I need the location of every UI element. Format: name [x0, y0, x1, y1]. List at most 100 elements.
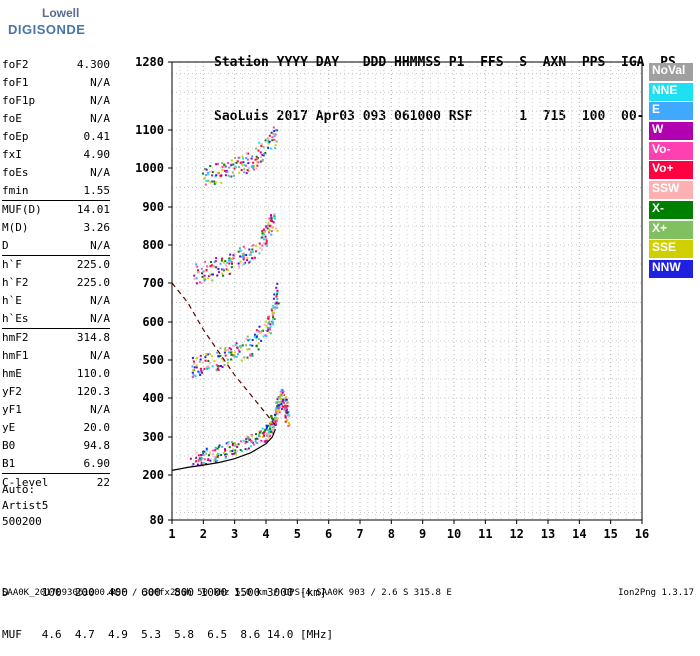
echo-point	[252, 443, 255, 446]
echo-point	[199, 373, 202, 376]
echo-point	[268, 134, 271, 137]
echo-point	[241, 163, 244, 166]
echo-point	[248, 253, 251, 256]
echo-point	[246, 437, 249, 440]
echo-point	[195, 277, 198, 280]
echo-point	[218, 444, 221, 447]
echo-point	[260, 431, 263, 434]
echo-point	[202, 454, 205, 457]
echo-point	[221, 168, 224, 171]
echo-point	[253, 256, 256, 259]
echo-point	[272, 320, 275, 323]
echo-point	[277, 302, 280, 305]
echo-point	[201, 275, 204, 278]
echo-point	[275, 419, 278, 422]
echo-point	[239, 255, 242, 258]
echo-point	[270, 131, 273, 134]
echo-point	[238, 171, 241, 174]
echo-point	[273, 317, 276, 320]
echo-point	[235, 355, 238, 358]
echo-point	[246, 356, 249, 359]
echo-point	[209, 181, 212, 184]
echo-point	[201, 361, 204, 364]
echo-point	[200, 457, 203, 460]
echo-point	[261, 159, 264, 162]
param-value: N/A	[90, 312, 110, 325]
echo-point	[251, 257, 254, 260]
echo-point	[237, 443, 240, 446]
echo-point	[213, 265, 216, 268]
echo-point	[269, 325, 272, 328]
echo-point	[205, 179, 208, 182]
echo-point	[273, 130, 276, 133]
param-label: foE	[2, 112, 22, 125]
echo-point	[274, 423, 277, 426]
echo-point	[226, 361, 229, 364]
echo-point	[251, 344, 254, 347]
param-row: yF1 N/A	[2, 401, 110, 419]
echo-point	[228, 259, 231, 262]
x-tick-label: 1	[168, 527, 175, 541]
echo-point	[247, 447, 250, 450]
echo-point	[255, 244, 258, 247]
param-value: 225.0	[76, 258, 110, 271]
echo-point	[267, 140, 270, 143]
echo-point	[281, 391, 284, 394]
echo-point	[236, 353, 239, 356]
echo-point	[250, 165, 253, 168]
echo-point	[273, 147, 276, 150]
echo-point	[215, 456, 218, 459]
profile-dashed-curve	[171, 282, 276, 426]
echo-point	[267, 138, 270, 141]
echo-point	[224, 354, 227, 357]
echo-point	[269, 219, 272, 222]
y-tick-label: 400	[142, 391, 164, 405]
param-label: foF2	[2, 58, 29, 71]
echo-point	[270, 216, 273, 219]
echo-point	[208, 362, 211, 365]
param-label: hmF2	[2, 331, 29, 344]
echo-point	[267, 146, 270, 149]
echo-point	[277, 408, 280, 411]
echo-point	[270, 230, 273, 233]
echo-point	[207, 171, 210, 174]
echo-point	[262, 232, 265, 235]
echo-point	[269, 416, 272, 419]
echo-point	[238, 247, 241, 250]
echo-point	[261, 435, 264, 438]
echo-point	[216, 364, 219, 367]
echo-point	[222, 274, 225, 277]
echo-point	[229, 175, 232, 178]
echo-point	[286, 411, 289, 414]
echo-point	[236, 445, 239, 448]
param-value: N/A	[90, 94, 110, 107]
echo-point	[254, 250, 257, 253]
echo-point	[216, 274, 219, 277]
echo-point	[287, 413, 290, 416]
param-label: foF1p	[2, 94, 36, 107]
echo-point	[216, 456, 219, 459]
param-row: yE 20.0	[2, 419, 110, 437]
echo-point	[197, 370, 200, 373]
x-tick-label: 2	[200, 527, 207, 541]
echo-point	[274, 417, 277, 420]
echo-point	[232, 254, 235, 257]
echo-point	[238, 156, 241, 159]
echo-point	[205, 365, 208, 368]
echo-point	[274, 133, 277, 136]
echo-point	[199, 358, 202, 361]
echo-point	[285, 411, 288, 414]
echo-point	[193, 277, 196, 280]
echo-point	[246, 259, 249, 262]
echo-point	[271, 428, 274, 431]
echo-point	[230, 266, 233, 269]
echo-point	[284, 416, 287, 419]
echo-point	[235, 450, 238, 453]
echo-point	[230, 358, 233, 361]
echo-point	[200, 459, 203, 462]
echo-point	[234, 351, 237, 354]
echo-point	[269, 427, 272, 430]
echo-point	[275, 140, 278, 143]
echo-point	[211, 171, 214, 174]
echo-point	[228, 257, 231, 260]
